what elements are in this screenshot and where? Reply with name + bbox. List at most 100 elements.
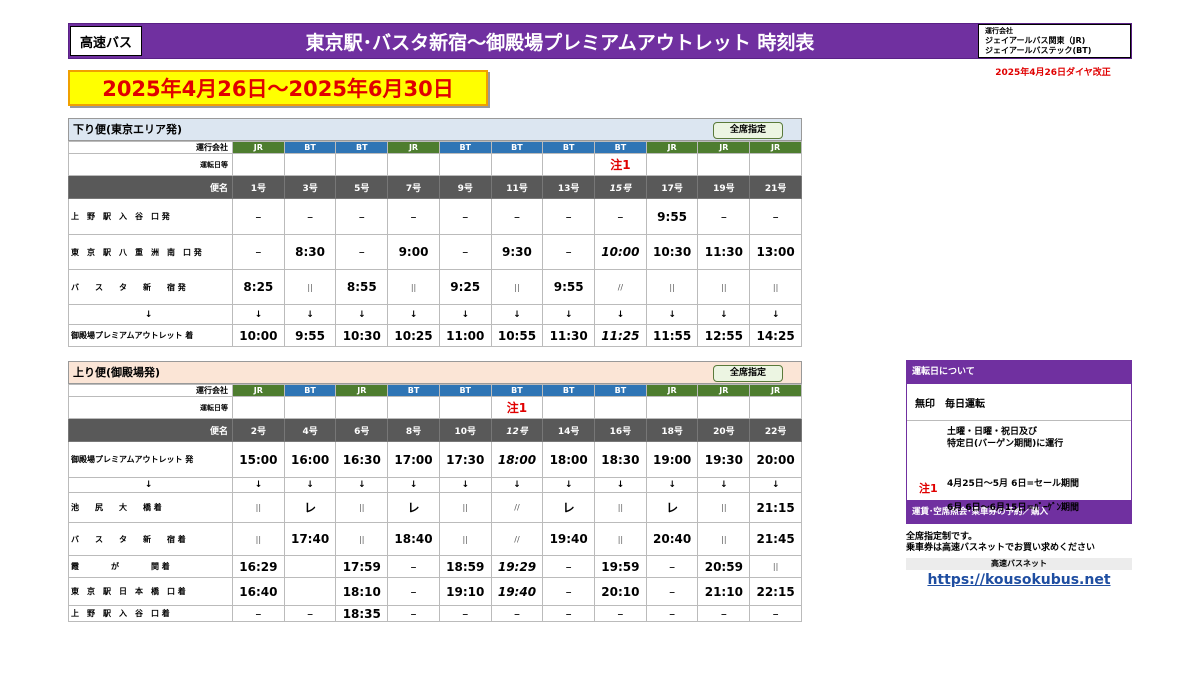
time-cell: 20:59	[697, 555, 751, 578]
time-cell: ||	[697, 492, 751, 523]
page-title: 東京駅･バスタ新宿～御殿場プレミアムアウトレット 時刻表	[305, 31, 815, 54]
bus-number-cell: 17号	[645, 175, 699, 199]
stop-name: バ ス タ 新 宿 着	[68, 522, 233, 556]
arrow-label: ↓	[68, 477, 233, 493]
stop-name: 東 京 駅 日 本 橋 口 着	[68, 577, 233, 606]
time-cell: –	[387, 605, 440, 622]
time-cell: –	[645, 555, 699, 578]
operation-days-cell	[594, 396, 647, 419]
operation-days-row: 運転日等 注1	[68, 396, 802, 419]
reservation-info: 全席指定制です。 乗車券は高速バスネットでお買い求めください	[906, 532, 1132, 554]
time-cell: –	[645, 577, 699, 606]
kousokubus-link[interactable]: https://kousokubus.net	[927, 572, 1111, 588]
time-cell: ||	[697, 269, 751, 305]
operation-days-cell	[542, 396, 596, 419]
time-cell: –	[542, 577, 596, 606]
stop-name: 御殿場プレミアムアウトレット 発	[68, 441, 233, 478]
time-cell: –	[232, 605, 285, 622]
operator-cell: JR	[749, 384, 802, 397]
time-cell: 19:30	[697, 441, 751, 478]
operator-label: 運行会社	[985, 27, 1013, 35]
operator-cell: JR	[387, 141, 440, 154]
time-cell: 11:55	[645, 324, 699, 347]
daily-operation: 無印 毎日運転	[915, 399, 985, 410]
operation-days-cell	[697, 153, 751, 176]
time-cell: 21:15	[749, 492, 802, 523]
time-cell: ||	[749, 269, 802, 305]
bus-number-cell: 5号	[335, 175, 389, 199]
operator-cell: BT	[438, 384, 492, 397]
time-cell: 18:35	[335, 605, 389, 622]
time-cell	[283, 577, 337, 606]
operation-days-cell	[438, 396, 492, 419]
booking-banner: 運賃･空席照会･乗車券の予約／購入	[906, 500, 1132, 524]
time-cell: ||	[438, 492, 492, 523]
sale-period-1: 4月25日～5月 6日=セール期間	[947, 479, 1079, 489]
operation-days-cell	[232, 396, 285, 419]
time-cell: 17:59	[335, 555, 389, 578]
operator-cell: BT	[594, 384, 647, 397]
operator-row-label: 運行会社	[68, 384, 233, 397]
arrow-cell: ↓	[335, 477, 389, 493]
operator-cell: JR	[232, 141, 285, 154]
time-cell: 11:30	[697, 234, 751, 270]
operator-jr: ジェイアールバス関東（JR)	[985, 36, 1086, 45]
time-cell: 10:00	[594, 234, 647, 270]
arrow-cell: ↓	[490, 477, 544, 493]
operator-cell: JR	[749, 141, 802, 154]
weekend-line-2: 特定日(バーゲン期間)に運行	[947, 439, 1064, 449]
time-cell: 16:30	[335, 441, 389, 478]
operator-cell: JR	[335, 384, 389, 397]
stop-row: バ ス タ 新 宿 発 8:25 || 8:55 || 9:25 || 9:55//|| || |…	[68, 269, 802, 305]
stop-name: 上 野 駅 入 谷 口 発	[68, 198, 233, 235]
arrow-cell: ↓	[594, 304, 647, 325]
time-cell: 21:45	[749, 522, 802, 556]
time-cell: 18:00	[490, 441, 544, 478]
bus-number-cell: 1号	[232, 175, 285, 199]
time-cell: レ	[387, 492, 440, 523]
operation-days-cell	[749, 153, 802, 176]
time-cell: 11:00	[438, 324, 492, 347]
operator-cell: BT	[438, 141, 492, 154]
time-cell: 19:40	[490, 577, 544, 606]
operator-cell: BT	[490, 384, 544, 397]
time-cell: 9:25	[438, 269, 492, 305]
arrow-row: ↓ ↓ ↓ ↓ ↓ ↓ ↓ ↓ ↓ ↓ ↓ ↓	[68, 477, 802, 493]
operation-days-cell	[335, 153, 389, 176]
bus-number-cell: 4号	[283, 418, 337, 442]
arrow-cell: ↓	[232, 304, 285, 325]
time-cell: ||	[335, 522, 389, 556]
time-cell: 20:00	[749, 441, 802, 478]
operator-cell: BT	[387, 384, 440, 397]
kousokubus-net-label: 高速バスネット	[906, 558, 1132, 570]
stop-row: 霞 が 関 着 16:29 17:59–18:59 19:29–19:59–20:59…	[68, 555, 802, 578]
reservation-info-line-1: 全席指定制です。	[906, 532, 978, 542]
time-cell: –	[335, 198, 389, 235]
operator-row: 運行会社 JR BT BT JR BT BT BT BT JR JR JR	[68, 141, 802, 154]
stop-row: 東 京 駅 八 重 洲 南 口 発 –8:30–9:00–9:30–10:00 10…	[68, 234, 802, 270]
operation-days-cell	[490, 153, 544, 176]
operation-days-cell	[387, 396, 440, 419]
time-cell: 11:30	[542, 324, 596, 347]
time-cell: –	[438, 605, 492, 622]
reservation-info-line-2: 乗車券は高速バスネットでお買い求めください	[906, 543, 1096, 553]
time-cell: –	[387, 577, 440, 606]
time-cell: –	[594, 198, 647, 235]
stop-row: 東 京 駅 日 本 橋 口 着 16:40 18:10–19:10 19:40–20:…	[68, 577, 802, 606]
time-cell: –	[283, 605, 337, 622]
time-cell: 14:25	[749, 324, 802, 347]
arrow-cell: ↓	[335, 304, 389, 325]
operator-cell: JR	[697, 141, 751, 154]
up-reserved-seat-badge: 全席指定	[713, 365, 783, 382]
operator-cell: BT	[490, 141, 544, 154]
bus-number-cell: 14号	[542, 418, 596, 442]
time-cell: 19:40	[542, 522, 596, 556]
operator-cell: BT	[335, 141, 389, 154]
bus-number-cell: 22号	[749, 418, 802, 442]
operation-days-cell: 注1	[490, 396, 544, 419]
time-cell: 22:15	[749, 577, 802, 606]
operator-cell: BT	[283, 384, 337, 397]
time-cell: –	[283, 198, 337, 235]
weekend-line-1: 土曜・日曜・祝日及び	[947, 427, 1038, 437]
operation-days-cell	[232, 153, 285, 176]
